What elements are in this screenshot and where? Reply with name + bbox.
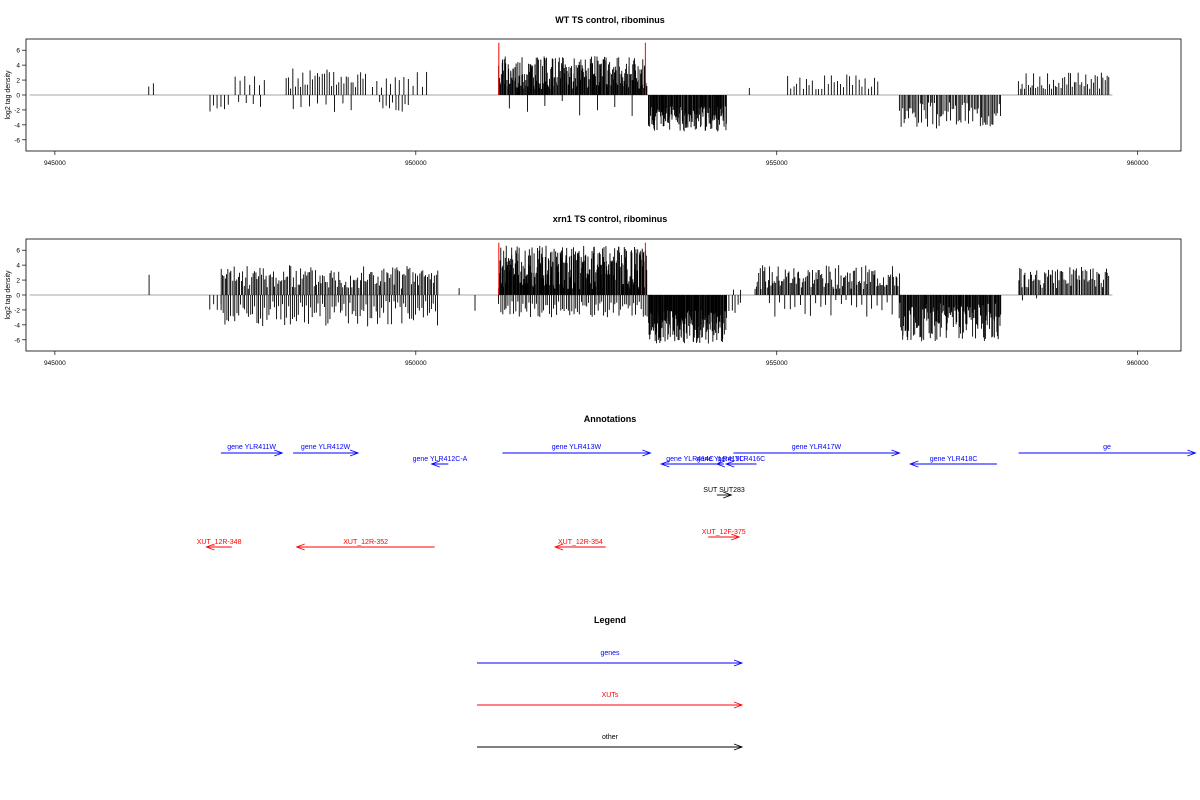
legend-label: genes — [600, 650, 620, 657]
annotations-title: Annotations — [584, 414, 637, 424]
y-axis-label: log2 tag density — [5, 70, 12, 120]
x-tick-label: 960000 — [1127, 160, 1149, 167]
x-tick-label: 950000 — [405, 360, 427, 367]
x-tick-label: 945000 — [44, 360, 66, 367]
x-tick-label: 960000 — [1127, 360, 1149, 367]
feature-label: gene YLR415C — [697, 456, 745, 463]
feature-label: gene YLR412W — [301, 444, 351, 451]
feature-arrowhead — [733, 659, 744, 667]
annotation-feature: ge — [1018, 444, 1197, 457]
x-tick-label: 955000 — [766, 360, 788, 367]
y-tick-label: -4 — [14, 122, 20, 129]
feature-arrowhead — [909, 460, 919, 468]
feature-label: gene YLR418C — [930, 456, 978, 463]
annotation-feature: XUT_12R-354 — [553, 539, 606, 551]
legend-item: XUTs — [477, 692, 744, 709]
feature-arrowhead — [723, 491, 733, 499]
panel-title: xrn1 TS control, ribominus — [553, 214, 668, 224]
feature-arrowhead — [659, 460, 670, 468]
annotation-feature: XUT_12R-348 — [197, 539, 242, 551]
y-tick-label: 0 — [16, 93, 20, 100]
feature-label: XUT_12R-352 — [343, 539, 388, 546]
feature-arrowhead — [715, 460, 725, 468]
legend-label: XUTs — [602, 692, 619, 699]
region-boundaries — [498, 42, 646, 95]
x-tick-label: 950000 — [405, 160, 427, 167]
feature-arrowhead — [553, 543, 564, 551]
y-tick-label: -2 — [14, 107, 20, 114]
legend-label: other — [602, 734, 619, 741]
feature-label: SUT SUT283 — [703, 487, 745, 494]
xrn1-coverage-panel: xrn1 TS control, ribominus log2 tag dens… — [5, 214, 1182, 367]
annotation-feature: gene YLR411W — [220, 444, 284, 457]
x-tick-label: 955000 — [766, 160, 788, 167]
feature-arrowhead — [891, 449, 901, 457]
annotation-feature: gene YLR416C — [718, 456, 766, 468]
feature-arrowhead — [642, 449, 652, 457]
annotation-feature: gene YLR412W — [293, 444, 360, 457]
feature-label: gene YLR413W — [552, 444, 602, 451]
annotation-feature: XUT_12R-352 — [295, 539, 435, 551]
y-axis-label: log2 tag density — [5, 270, 12, 320]
x-tick-label: 945000 — [44, 160, 66, 167]
feature-arrowhead — [349, 449, 360, 457]
annotation-feature: XUT_12F-375 — [702, 529, 746, 541]
wt-coverage-panel: WT TS control, ribominus log2 tag densit… — [5, 15, 1182, 167]
annotations-track: Annotations gene YLR411W gene YLR412Wgene… — [197, 414, 1197, 551]
legend-item: other — [477, 734, 744, 751]
feature-label: gene YLR414C — [666, 456, 714, 463]
y-axis: -6 -4 -2 0 2 4 6 — [14, 248, 26, 344]
coverage-bars — [29, 56, 1113, 132]
legend: Legend genes XUTs other — [477, 615, 744, 751]
feature-label: XUT_12F-375 — [702, 529, 746, 536]
y-axis: -6 -4 -2 0 2 4 6 — [14, 48, 26, 144]
y-tick-label: 4 — [16, 263, 20, 270]
feature-label: XUT_12R-348 — [197, 539, 242, 546]
y-tick-label: 6 — [16, 248, 20, 255]
feature-arrowhead — [430, 460, 440, 468]
feature-arrowhead — [724, 460, 735, 468]
annotation-feature: gene YLR417W — [733, 444, 901, 457]
feature-arrowhead — [205, 543, 215, 551]
legend-item: genes — [477, 650, 744, 667]
y-tick-label: -6 — [14, 337, 20, 344]
y-tick-label: 2 — [16, 278, 20, 285]
x-axis: 945000 950000 955000 960000 — [44, 151, 1149, 167]
y-tick-label: -4 — [14, 322, 20, 329]
y-tick-label: -2 — [14, 307, 20, 314]
feature-label: gene YLR417W — [792, 444, 842, 451]
x-axis: 945000 950000 955000 960000 — [44, 351, 1149, 367]
annotation-features: gene YLR411W gene YLR412W gene YLR412C-A ge… — [197, 444, 1197, 551]
annotation-feature: gene YLR412C-A — [413, 456, 468, 468]
coverage-bars — [29, 245, 1113, 344]
feature-arrowhead — [295, 543, 305, 551]
feature-label: gene YLR411W — [227, 444, 276, 451]
feature-label: gene YLR416C — [718, 456, 766, 463]
y-tick-label: 6 — [16, 48, 20, 55]
y-tick-label: 2 — [16, 78, 20, 85]
legend-items: genes XUTs other — [477, 650, 744, 751]
panel-title: WT TS control, ribominus — [555, 15, 665, 25]
y-tick-label: 0 — [16, 293, 20, 300]
annotation-feature: SUT SUT283 — [703, 487, 745, 499]
y-tick-label: -6 — [14, 137, 20, 144]
feature-label: XUT_12R-354 — [558, 539, 603, 546]
annotation-feature: gene YLR418C — [909, 456, 997, 468]
feature-label: gene YLR412C-A — [413, 456, 468, 463]
annotation-feature: gene YLR415C — [697, 456, 745, 468]
region-boundaries — [498, 242, 646, 295]
legend-title: Legend — [594, 615, 626, 625]
feature-arrowhead — [733, 701, 744, 709]
annotation-feature: gene YLR414C — [659, 456, 719, 468]
feature-arrowhead — [731, 533, 741, 541]
feature-arrowhead — [733, 743, 744, 751]
feature-arrowhead — [274, 449, 284, 457]
feature-arrowhead — [1187, 449, 1197, 457]
y-tick-label: 4 — [16, 63, 20, 70]
annotation-feature: gene YLR413W — [502, 444, 652, 457]
feature-label: ge — [1103, 444, 1111, 451]
